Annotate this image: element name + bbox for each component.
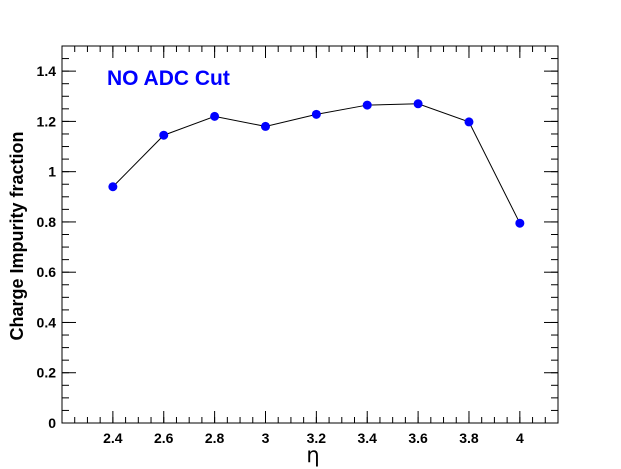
y-tick-label: 1.4 — [37, 63, 57, 79]
data-series — [108, 99, 525, 228]
x-tick-label: 3.6 — [408, 430, 428, 446]
x-tick-label: 2.6 — [154, 430, 174, 446]
y-axis-title: Charge Impurity fraction — [7, 131, 27, 340]
data-point — [108, 182, 118, 192]
plot-frame — [61, 45, 559, 424]
data-point — [260, 121, 270, 131]
tick-labels: 2.4 2.6 2.8 3 3.2 3.4 3.6 3.8 4 0 0.2 0.4 0.6 0.8 1 1.2… — [37, 63, 524, 446]
y-tick-label: 1.2 — [37, 113, 57, 129]
data-point — [464, 117, 474, 127]
x-tick-label: 4 — [516, 430, 524, 446]
data-point — [515, 218, 525, 228]
data-point — [159, 130, 169, 140]
data-point — [362, 100, 372, 110]
x-tick-label: 2.4 — [103, 430, 123, 446]
x-tick-label: 3 — [262, 430, 270, 446]
series-line — [112, 103, 521, 224]
axis-ticks — [61, 45, 559, 424]
data-point — [413, 99, 423, 109]
x-tick-label: 3.8 — [459, 430, 479, 446]
y-tick-label: 0.8 — [37, 214, 57, 230]
y-tick-label: 0.4 — [37, 314, 57, 330]
x-axis-title: η — [306, 443, 319, 467]
data-point — [210, 111, 220, 121]
y-tick-label: 1 — [48, 164, 56, 180]
x-tick-label: 2.8 — [205, 430, 225, 446]
data-point — [311, 109, 321, 119]
chart-annotation: NO ADC Cut — [107, 67, 230, 90]
x-tick-label: 3.2 — [307, 430, 327, 446]
y-tick-label: 0.6 — [37, 264, 57, 280]
y-tick-label: 0.2 — [37, 365, 57, 381]
x-tick-label: 3.4 — [357, 430, 377, 446]
y-tick-label: 0 — [48, 415, 56, 431]
